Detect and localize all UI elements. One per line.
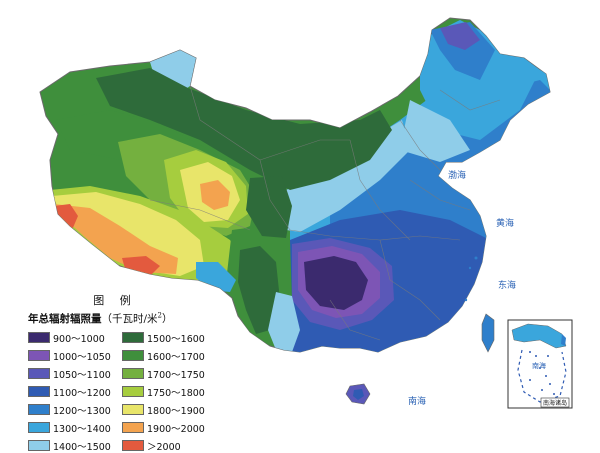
legend-label: 1100～1200 [53,387,111,399]
legend-swatch [28,350,50,361]
legend-subtitle-text: 年总辐射辐照量 [28,313,102,325]
legend-label: 1050～1100 [53,369,111,381]
inset-sea-label: 南海 [532,361,546,370]
sea-label-nanhai: 南海 [408,395,426,407]
legend-swatch [28,404,50,415]
legend-label: 900～1000 [53,333,105,345]
sea-label-huanghai: 黄海 [496,217,514,229]
legend-swatch [28,368,50,379]
legend-label: 1400～1500 [53,441,111,453]
legend-swatch [122,386,144,397]
province-boundaries [149,85,501,341]
legend-item: 1700～1750 [122,366,218,381]
zone-1500-1600-southwest [238,246,280,334]
legend-label: 1900～2000 [147,423,205,435]
legend-item: 1050～1100 [28,366,114,381]
inset-coastline [511,323,567,349]
legend-unit-prefix: （千瓦时/米 [101,313,158,325]
hainan-inner [353,389,364,400]
zone-900-1000 [304,256,368,310]
inset-caption-box [540,397,570,408]
legend-swatch [122,404,144,415]
legend-swatch [28,440,50,451]
legend-swatch [28,332,50,343]
legend-label: 1300～1400 [53,423,111,435]
legend-item: 1400～1500 [28,438,114,453]
legend-grid: 900～1000 1500～1600 1000～1050 1600～1700 1050～… [28,330,228,453]
zone-1400-1500-yunnan [268,292,300,352]
south-china-sea-inset: 南海 南海诸岛 [507,319,573,409]
legend-item: 900～1000 [28,330,114,345]
legend-item: 1300～1400 [28,420,114,435]
legend-item: ＞2000 [122,438,218,453]
sea-label-bohai: 渤海 [448,169,466,181]
legend-label: 1500～1600 [147,333,205,345]
legend-item: 1750～1800 [122,384,218,399]
legend-swatch [122,350,144,361]
zone-1500-1600-north [96,68,392,190]
legend-label: 1200～1300 [53,405,111,417]
legend-label: 1000～1050 [53,351,111,363]
legend-item: 1600～1700 [122,348,218,363]
inset-dashed-boundary [517,349,567,403]
legend-swatch [122,440,144,451]
legend-item: 1100～1200 [28,384,114,399]
legend-label: 1600～1700 [147,351,205,363]
inset-taiwan [561,334,566,346]
coastal-islands [464,256,478,302]
zone-1900-2000-qaidam [200,180,230,210]
legend-swatch [122,332,144,343]
legend-swatch [28,422,50,433]
legend-swatch [122,422,144,433]
legend-label: 1800～1900 [147,405,205,417]
zone-1100-1200-northeast [440,22,480,50]
legend-title: 图 例 [93,294,137,307]
legend-swatch [28,386,50,397]
legend-swatch [122,368,144,379]
legend-item: 1900～2000 [122,420,218,435]
legend-subtitle: 年总辐射辐照量（千瓦时/米2） [28,311,228,326]
zone-1500-1600-central [246,176,292,238]
legend-item: 1000～1050 [28,348,114,363]
inset-caption: 南海诸岛 [543,399,567,407]
map-legend: 图 例 年总辐射辐照量（千瓦时/米2） 900～1000 1500～1600 100… [28,292,228,453]
legend-label: 1750～1800 [147,387,205,399]
legend-item: 1800～1900 [122,402,218,417]
legend-label: ＞2000 [147,441,181,453]
legend-label: 1700～1750 [147,369,205,381]
legend-item: 1500～1600 [122,330,218,345]
taiwan-island [481,313,495,353]
zone-1900-2000-tibet [54,204,178,274]
legend-item: 1200～1300 [28,402,114,417]
inset-island-dots [529,351,555,395]
legend-unit-sup: 2 [157,311,163,320]
sea-label-donghai: 东海 [498,279,516,291]
legend-unit-suffix: ） [162,313,173,325]
zone-1400-1500-band [286,120,410,232]
